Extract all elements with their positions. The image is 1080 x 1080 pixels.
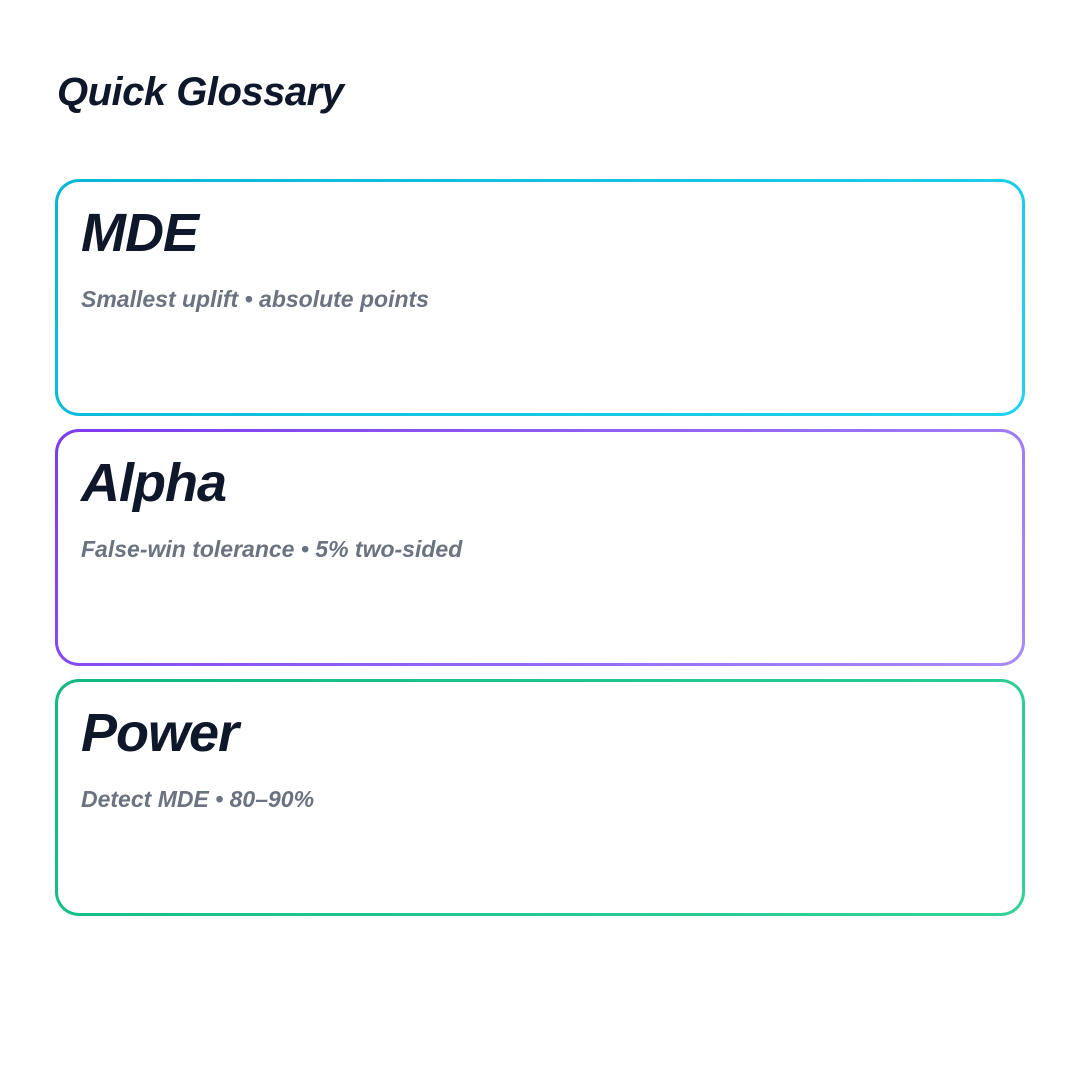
card-title: Alpha: [81, 453, 227, 513]
card-description: Detect MDE • 80–90%: [81, 786, 315, 812]
card-title: MDE: [81, 203, 199, 263]
glossary-card-power: Power Detect MDE • 80–90%: [55, 679, 1025, 916]
page-title: Quick Glossary: [57, 70, 344, 114]
glossary-card-mde: MDE Smallest uplift • absolute points: [55, 179, 1025, 416]
card-description: False-win tolerance • 5% two-sided: [81, 536, 463, 562]
card-title: Power: [81, 703, 239, 763]
glossary-card-alpha: Alpha False-win tolerance • 5% two-sided: [55, 429, 1025, 666]
card-description: Smallest uplift • absolute points: [81, 286, 429, 312]
